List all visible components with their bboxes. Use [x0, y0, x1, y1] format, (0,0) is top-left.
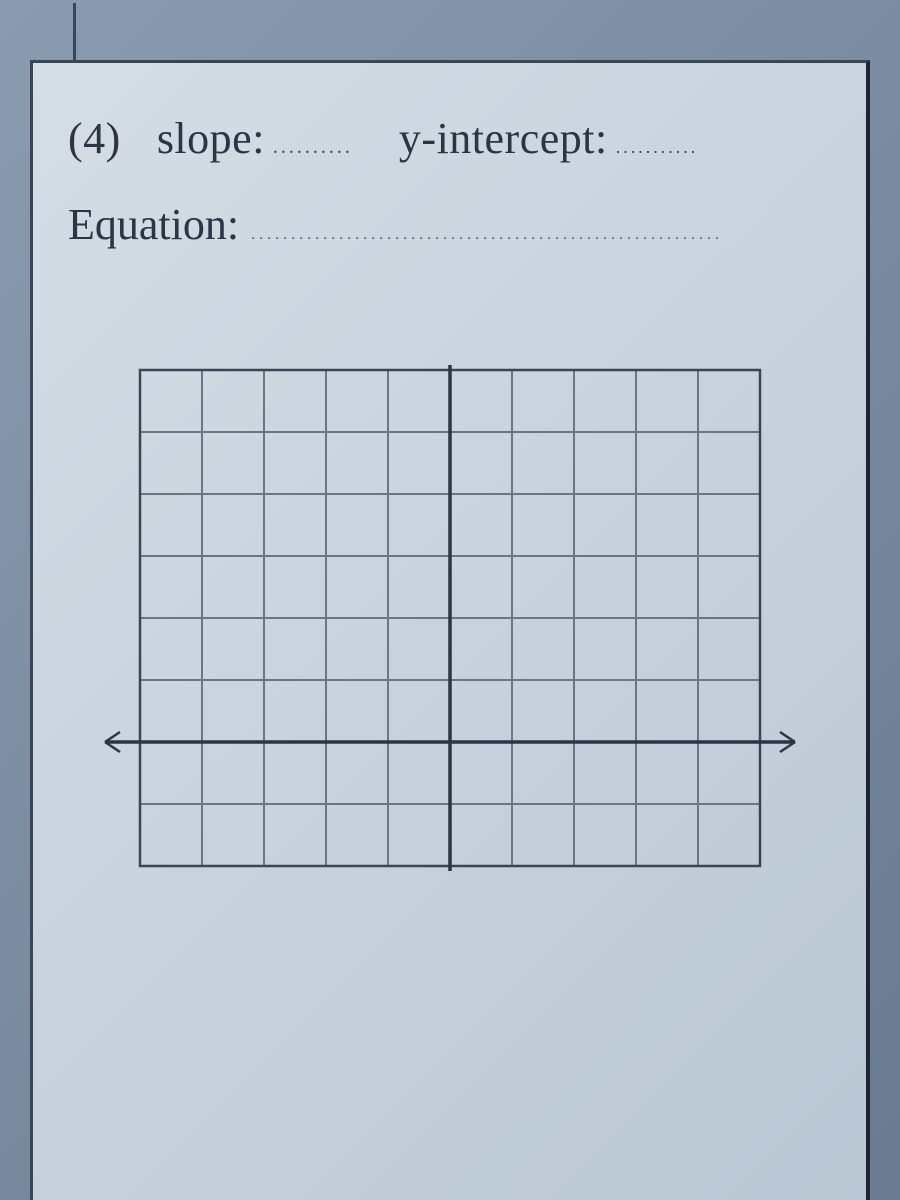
slope-label: slope:: [157, 113, 265, 164]
problem-number: (4): [68, 113, 121, 164]
worksheet-page: (4) slope: .......... y-intercept: .....…: [30, 60, 870, 1200]
coordinate-grid-container: [100, 330, 800, 950]
yintercept-label: y-intercept:: [399, 113, 608, 164]
equation-blank[interactable]: ........................................…: [251, 226, 831, 248]
coordinate-grid: [100, 330, 800, 950]
equation-label: Equation:: [68, 199, 239, 250]
problem-header-row: (4) slope: .......... y-intercept: .....…: [68, 113, 831, 164]
slope-blank[interactable]: ..........: [273, 136, 353, 162]
equation-row: Equation: ..............................…: [68, 199, 831, 250]
yintercept-blank[interactable]: ...........: [616, 137, 699, 161]
